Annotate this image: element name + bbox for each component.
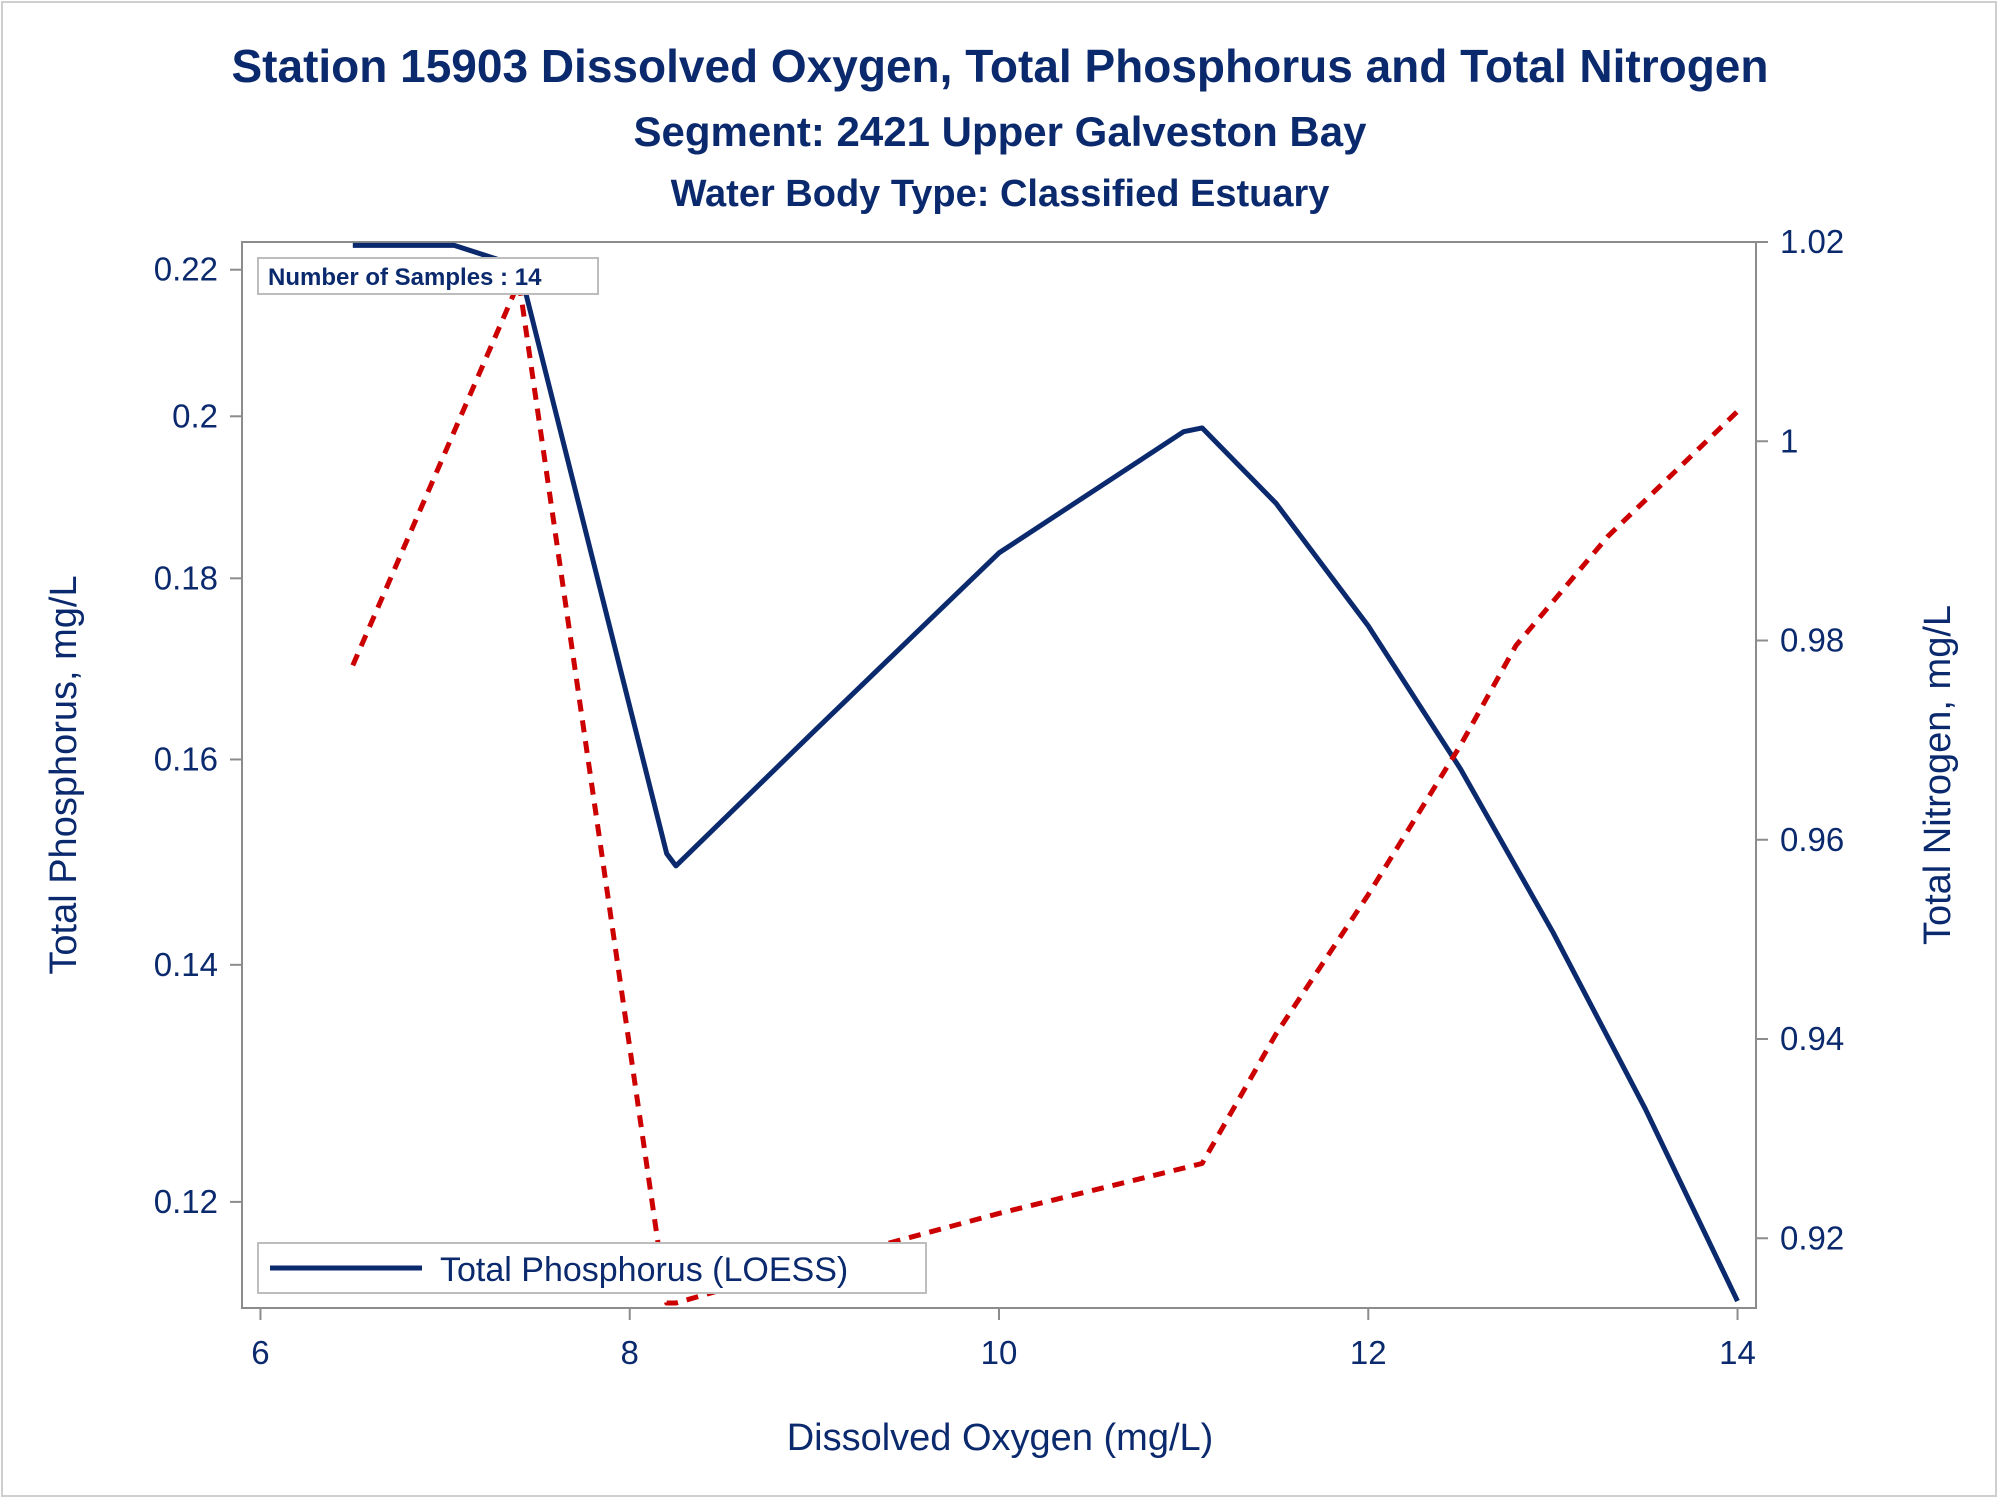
y-tick-label: 0.2 <box>172 397 218 434</box>
y2-tick-label: 0.96 <box>1780 821 1844 858</box>
series-line-phosphorus <box>352 242 1740 1303</box>
y-tick-label: 0.16 <box>154 740 218 777</box>
legend: Total Phosphorus (LOESS) <box>257 1242 927 1294</box>
y2-tick-label: 1 <box>1780 422 1798 459</box>
chart-title: Station 15903 Dissolved Oxygen, Total Ph… <box>231 40 1768 92</box>
sample-count-box-border <box>257 257 599 295</box>
series-layer <box>350 242 1740 1306</box>
x-axis: 6 8 10 12 14 <box>251 1308 1756 1371</box>
y2-tick-label: 0.94 <box>1780 1020 1844 1057</box>
y-tick-label: 0.14 <box>154 946 218 983</box>
chart-subtitle-waterbody: Water Body Type: Classified Estuary <box>671 173 1330 215</box>
y2-tick-label: 0.92 <box>1780 1219 1844 1256</box>
sample-count-label: Number of Samples : 14 <box>268 264 542 291</box>
x-tick-label: 14 <box>1719 1334 1756 1371</box>
x-axis-label: Dissolved Oxygen (mg/L) <box>787 1417 1214 1459</box>
chart-subtitle-segment: Segment: 2421 Upper Galveston Bay <box>634 108 1368 155</box>
series-line-nitrogen <box>350 279 1740 1306</box>
x-tick-label: 8 <box>621 1334 639 1371</box>
y-tick-label: 0.12 <box>154 1183 218 1220</box>
y-tick-label: 0.22 <box>154 251 218 288</box>
y-axis-left: 0.12 0.14 0.16 0.18 0.2 0.22 <box>154 251 242 1220</box>
y2-tick-label: 1.02 <box>1780 223 1844 260</box>
x-tick-label: 12 <box>1350 1334 1387 1371</box>
x-tick-label: 6 <box>251 1334 269 1371</box>
y-axis-right: 0.92 0.94 0.96 0.98 1 1.02 <box>1756 223 1844 1256</box>
legend-label-phosphorus: Total Phosphorus (LOESS) <box>440 1251 848 1289</box>
y2-axis-label: Total Nitrogen, mg/L <box>1917 605 1959 945</box>
y-tick-label: 0.18 <box>154 559 218 596</box>
sample-count-box: Number of Samples : 14 <box>257 257 599 295</box>
x-tick-label: 10 <box>981 1334 1018 1371</box>
y-axis-label: Total Phosphorus, mg/L <box>43 575 85 974</box>
plot-area <box>241 241 1757 1309</box>
y2-tick-label: 0.98 <box>1780 622 1844 659</box>
